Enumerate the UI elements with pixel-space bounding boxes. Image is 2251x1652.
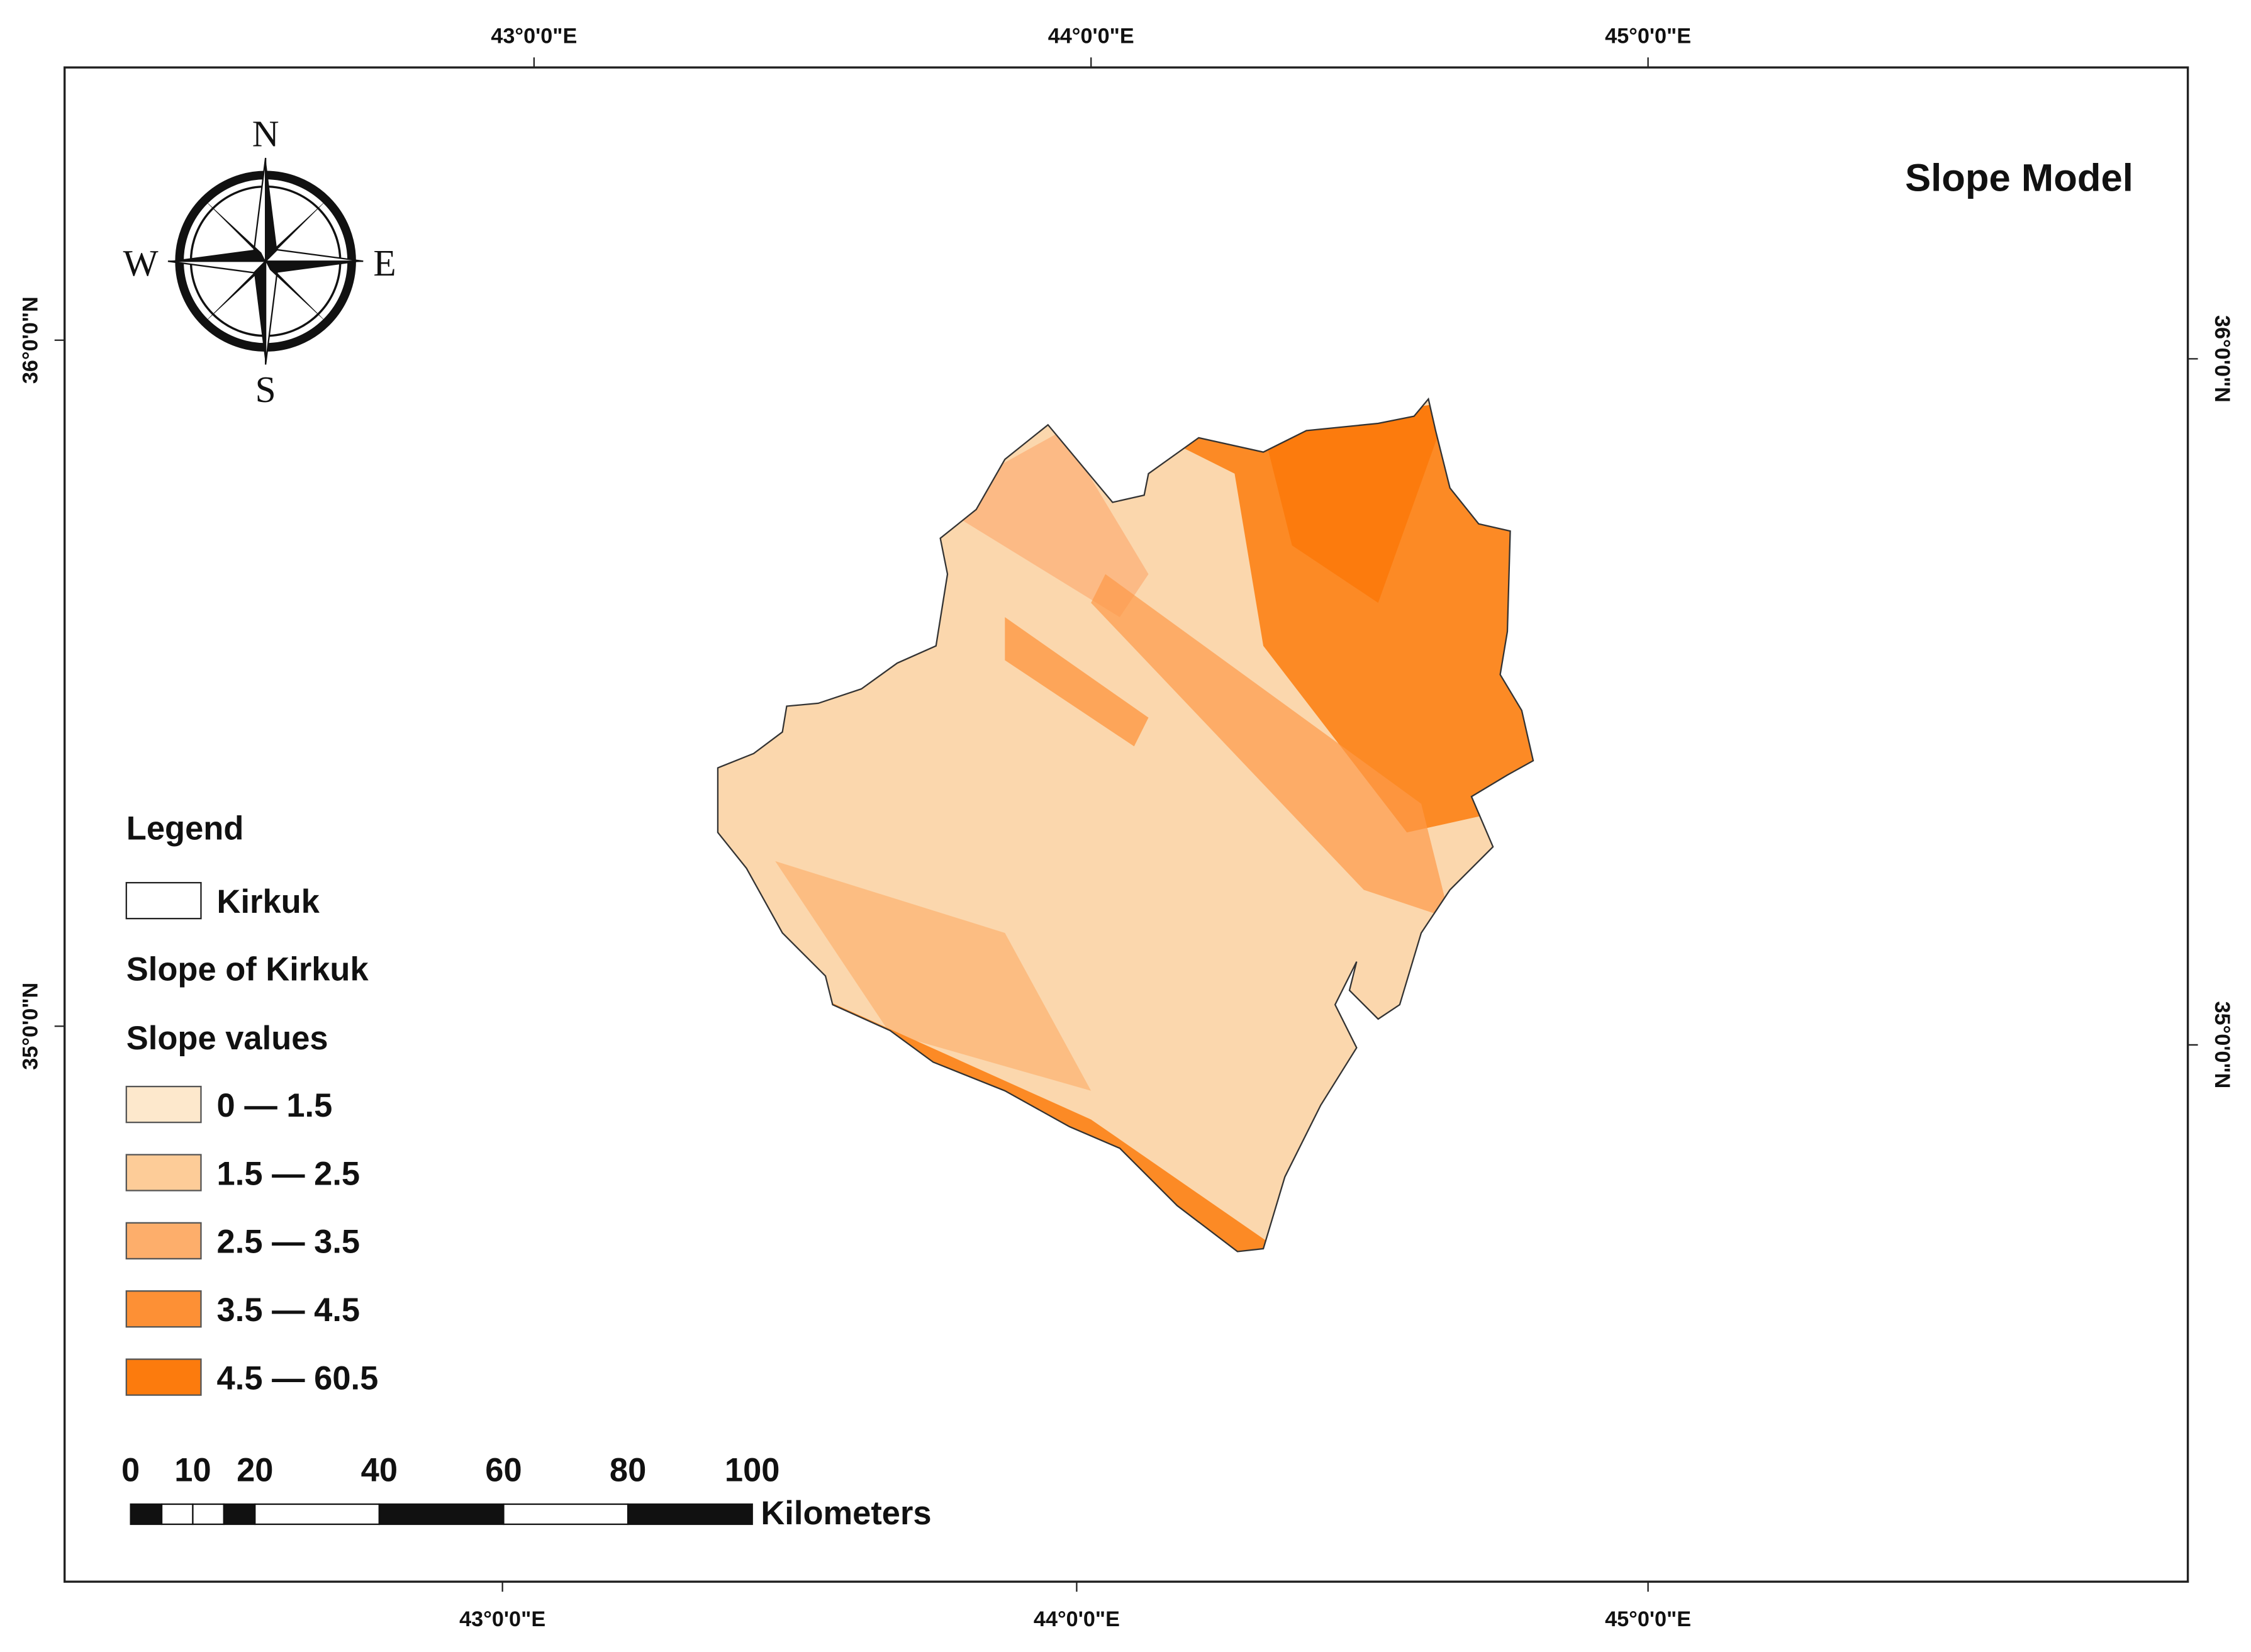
scale-segment	[503, 1503, 629, 1526]
graticule-label: 43°0'0"E	[459, 1607, 545, 1631]
graticule-label: 45°0'0"E	[1605, 24, 1691, 48]
scale-segment	[160, 1503, 194, 1526]
legend-label: Kirkuk	[217, 884, 320, 920]
graticule-label: 35°0'0"N	[2210, 1001, 2234, 1088]
legend-label: 4.5 — 60.5	[217, 1360, 379, 1397]
legend-swatch	[125, 881, 202, 920]
scale-unit: Kilometers	[761, 1495, 931, 1532]
legend-swatch	[125, 1085, 202, 1124]
legend-title: Legend	[126, 811, 244, 847]
scale-segment	[130, 1503, 163, 1526]
scale-label: 60	[485, 1453, 522, 1489]
legend-swatch	[125, 1290, 202, 1328]
graticule-label: 43°0'0"E	[491, 24, 577, 48]
scale-segment	[378, 1503, 505, 1526]
legend-swatch	[125, 1154, 202, 1192]
graticule-label: 36°0'0"N	[2210, 315, 2234, 403]
map-title: Slope Model	[1905, 156, 2133, 199]
legend-field: Slope values	[126, 1020, 328, 1057]
legend-label: 2.5 — 3.5	[217, 1224, 360, 1261]
scale-segment	[627, 1503, 753, 1526]
compass-label: W	[123, 242, 159, 284]
legend-swatch	[125, 1358, 202, 1396]
scale-label: 0	[121, 1453, 140, 1489]
scale-label: 40	[361, 1453, 398, 1489]
scale-segment	[223, 1503, 256, 1526]
legend-layer: Slope of Kirkuk	[126, 951, 369, 988]
graticule-ticks	[54, 57, 2198, 1592]
compass-label: E	[373, 242, 396, 284]
legend-label: 0 — 1.5	[217, 1088, 333, 1124]
compass-label: N	[252, 113, 279, 155]
compass-label: S	[255, 369, 276, 410]
legend-label: 3.5 — 4.5	[217, 1292, 360, 1329]
scale-label: 10	[174, 1453, 211, 1489]
graticule-label: 45°0'0"E	[1605, 1607, 1691, 1631]
scale-label: 100	[725, 1453, 780, 1489]
scale-label: 20	[237, 1453, 273, 1489]
legend-swatch	[125, 1222, 202, 1260]
graticule-label: 36°0'0"N	[18, 296, 42, 384]
graticule-label: 44°0'0"E	[1048, 24, 1134, 48]
graticule-label: 44°0'0"E	[1034, 1607, 1120, 1631]
scale-segment	[192, 1503, 225, 1526]
graticule-label: 35°0'0"N	[18, 983, 42, 1070]
legend-label: 1.5 — 2.5	[217, 1156, 360, 1192]
scale-label: 80	[610, 1453, 646, 1489]
scale-segment	[254, 1503, 381, 1526]
compass-rose	[167, 157, 364, 365]
